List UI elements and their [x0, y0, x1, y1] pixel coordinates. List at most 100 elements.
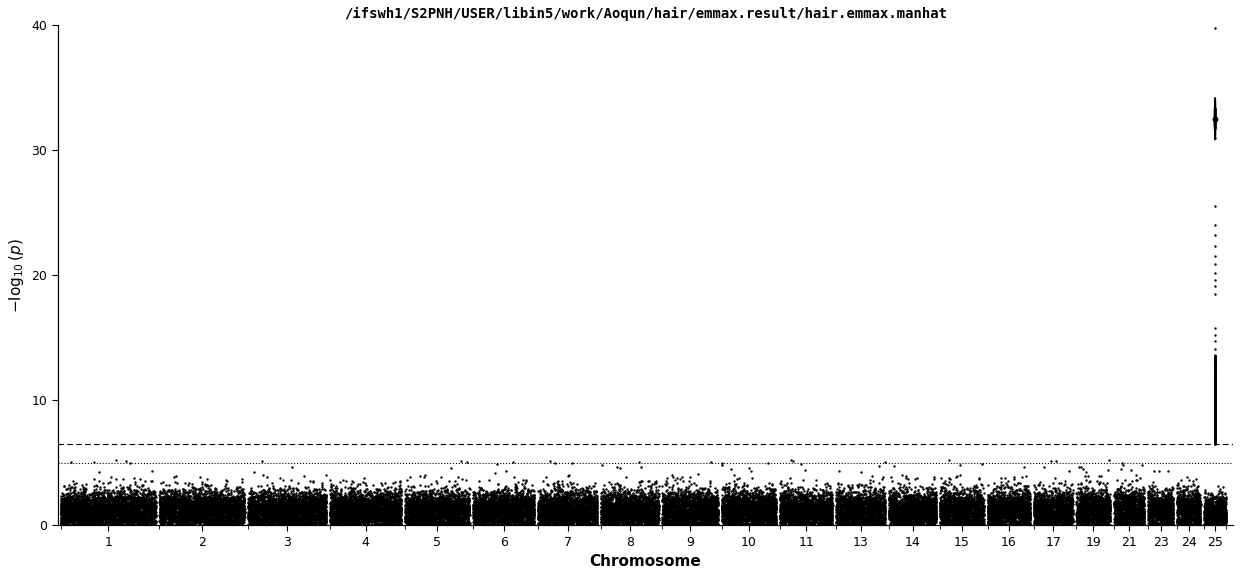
Point: [422, 501, 441, 510]
Point: [1040, 502, 1060, 511]
Point: [434, 496, 454, 505]
Point: [306, 518, 326, 528]
Point: [353, 494, 373, 503]
Point: [73, 517, 93, 526]
Point: [1163, 494, 1183, 503]
Point: [542, 503, 562, 512]
Point: [341, 514, 361, 524]
Point: [758, 506, 777, 516]
Point: [1018, 492, 1038, 502]
Point: [559, 497, 579, 506]
Point: [358, 506, 378, 516]
Point: [998, 511, 1018, 521]
Point: [74, 495, 94, 504]
Point: [965, 505, 985, 514]
Point: [1203, 513, 1223, 522]
Point: [77, 502, 97, 511]
Point: [283, 495, 303, 504]
Point: [992, 505, 1012, 514]
Point: [255, 499, 275, 508]
Point: [646, 496, 666, 505]
Point: [893, 518, 913, 528]
Point: [770, 507, 790, 517]
Point: [533, 503, 553, 512]
Point: [1205, 432, 1225, 441]
Point: [1120, 496, 1140, 505]
Point: [1199, 509, 1219, 518]
Point: [355, 515, 374, 524]
Point: [856, 516, 875, 525]
Point: [343, 484, 363, 493]
Point: [332, 502, 352, 511]
Point: [241, 517, 260, 526]
Point: [1056, 500, 1076, 509]
Point: [387, 513, 407, 522]
Point: [350, 487, 370, 497]
Point: [415, 506, 435, 515]
Point: [391, 511, 410, 520]
Point: [238, 510, 258, 520]
Point: [254, 502, 274, 511]
Point: [707, 498, 727, 507]
Point: [435, 494, 455, 503]
Point: [202, 502, 222, 511]
Point: [952, 505, 972, 514]
Point: [1073, 500, 1092, 509]
Point: [196, 509, 216, 518]
Point: [140, 511, 160, 520]
Point: [188, 509, 208, 518]
Point: [1032, 494, 1052, 503]
Point: [484, 515, 503, 524]
Point: [1127, 512, 1147, 521]
Point: [598, 500, 618, 509]
Point: [1100, 498, 1120, 507]
Point: [591, 510, 611, 520]
Point: [851, 490, 870, 499]
Point: [58, 494, 78, 503]
Point: [224, 494, 244, 503]
Point: [53, 498, 73, 507]
Point: [500, 490, 520, 499]
Point: [424, 503, 444, 512]
Point: [1180, 519, 1200, 528]
Point: [207, 513, 227, 522]
Point: [1069, 512, 1089, 521]
Point: [657, 491, 677, 501]
Point: [494, 511, 513, 520]
Point: [579, 501, 599, 510]
Point: [955, 517, 975, 526]
Point: [417, 498, 436, 507]
Point: [151, 498, 171, 507]
Point: [670, 507, 689, 517]
Point: [1052, 509, 1071, 518]
Point: [181, 509, 201, 518]
Point: [1169, 506, 1189, 516]
Point: [211, 511, 231, 521]
Point: [1188, 507, 1208, 516]
Point: [417, 504, 436, 513]
Point: [724, 496, 744, 505]
Point: [89, 489, 109, 498]
Point: [290, 495, 310, 504]
Point: [253, 494, 273, 503]
Point: [1066, 514, 1086, 524]
Point: [1174, 497, 1194, 506]
Point: [849, 519, 869, 528]
Point: [1128, 512, 1148, 521]
Point: [505, 520, 525, 529]
Point: [1172, 516, 1192, 525]
Point: [161, 518, 181, 527]
Point: [792, 491, 812, 500]
Point: [1152, 506, 1172, 515]
Point: [341, 500, 361, 509]
Point: [250, 519, 270, 528]
Point: [805, 518, 825, 527]
Point: [856, 505, 875, 514]
Point: [300, 499, 320, 509]
Point: [1205, 331, 1225, 340]
Point: [678, 494, 698, 503]
Point: [534, 501, 554, 510]
Point: [882, 511, 901, 521]
Point: [837, 498, 857, 507]
Point: [1207, 513, 1226, 522]
